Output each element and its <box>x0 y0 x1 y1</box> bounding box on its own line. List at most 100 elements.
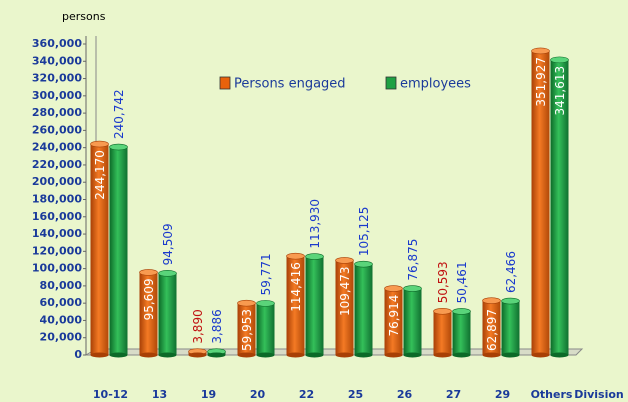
y-tick-label: 240,000 <box>32 141 82 154</box>
y-tick-label: 280,000 <box>32 106 82 119</box>
bar-base <box>433 352 452 358</box>
bar-top <box>452 308 471 315</box>
bar-base <box>207 352 226 358</box>
value-label: 76,914 <box>387 295 401 337</box>
bar-base <box>501 352 520 358</box>
bar-base <box>256 352 275 358</box>
bar-top <box>354 260 373 268</box>
bar-base <box>482 352 501 358</box>
y-axis-label: persons <box>62 10 106 23</box>
bar-top <box>384 285 403 292</box>
x-tick-label: 26 <box>397 388 413 401</box>
bar <box>237 303 256 355</box>
bar-top <box>109 143 128 151</box>
bar <box>384 288 403 355</box>
value-label: 95,609 <box>142 278 156 320</box>
bar-top <box>501 297 520 305</box>
y-tick-label: 120,000 <box>32 244 82 257</box>
bar-top <box>237 299 256 307</box>
x-tick-label: 10-12 <box>93 388 128 401</box>
value-label: 50,461 <box>455 261 469 303</box>
y-tick-label: 320,000 <box>32 72 82 85</box>
x-tick-label: 19 <box>201 388 216 401</box>
value-label: 109,473 <box>338 266 352 316</box>
y-tick-label: 360,000 <box>32 37 82 50</box>
value-label: 341,613 <box>553 66 567 116</box>
bar-top <box>482 297 501 304</box>
y-tick-label: 260,000 <box>32 123 82 136</box>
bar <box>354 264 373 355</box>
value-label: 244,170 <box>93 150 107 200</box>
x-tick-label: 22 <box>299 388 314 401</box>
bar <box>550 59 569 355</box>
bar <box>531 50 550 355</box>
bar-top <box>286 252 305 260</box>
y-tick-label: 300,000 <box>32 89 82 102</box>
bar-base <box>237 352 256 358</box>
y-tick-label: 340,000 <box>32 54 82 67</box>
value-label: 59,771 <box>259 253 273 295</box>
x-tick-label: 25 <box>348 388 363 401</box>
value-label: 62,897 <box>485 309 499 351</box>
bar <box>403 288 422 355</box>
bar-base <box>403 352 422 358</box>
y-tick-label: 160,000 <box>32 210 82 223</box>
bar-top <box>403 285 422 292</box>
legend-label: Persons engaged <box>234 77 346 92</box>
value-label: 59,953 <box>240 309 254 351</box>
bar-base <box>384 352 403 358</box>
bar <box>482 300 501 355</box>
value-label: 105,125 <box>357 207 371 257</box>
bar <box>109 147 128 355</box>
bar-top <box>335 257 354 264</box>
x-tick-label: 29 <box>495 388 510 401</box>
bar <box>139 272 158 355</box>
value-label: 113,930 <box>308 199 322 249</box>
value-label: 50,593 <box>436 261 450 303</box>
bar <box>286 256 305 355</box>
value-label: 94,509 <box>161 223 175 265</box>
bar <box>335 260 354 355</box>
y-tick-label: 220,000 <box>32 158 82 171</box>
bar <box>90 144 109 355</box>
legend-swatch <box>385 76 397 90</box>
bar-base <box>305 352 324 358</box>
bar-base <box>286 352 305 358</box>
bar-base <box>452 352 471 358</box>
y-tick-label: 100,000 <box>32 262 82 275</box>
bar-base <box>90 352 109 358</box>
bar-top <box>158 270 177 277</box>
y-tick-label: 80,000 <box>40 279 83 292</box>
value-label: 76,875 <box>406 239 420 281</box>
x-axis-label: Division <box>574 388 624 401</box>
bar-base <box>550 352 569 358</box>
bar-base <box>139 352 158 358</box>
x-tick-label: 27 <box>446 388 461 401</box>
bar-top <box>550 56 569 64</box>
legend-label: employees <box>400 77 471 92</box>
bar-top <box>433 307 452 315</box>
bar-base <box>531 352 550 358</box>
legend-swatch <box>219 76 231 90</box>
y-tick-label: 200,000 <box>32 175 82 188</box>
y-tick-label: 0 <box>74 348 82 361</box>
y-tick-label: 60,000 <box>40 296 83 309</box>
bar <box>158 273 177 355</box>
value-label: 3,886 <box>210 309 224 343</box>
y-tick-label: 140,000 <box>32 227 82 240</box>
bar-base <box>354 352 373 358</box>
bar <box>433 311 452 355</box>
value-label: 351,927 <box>534 57 548 107</box>
bar-top <box>256 300 275 307</box>
y-tick-label: 40,000 <box>40 313 83 326</box>
bar-top <box>305 253 324 260</box>
value-label: 62,466 <box>504 251 518 293</box>
bar-top <box>139 269 158 276</box>
bar-base <box>109 352 128 358</box>
bar-base <box>188 352 207 358</box>
y-tick-label: 20,000 <box>40 331 83 344</box>
value-label: 114,416 <box>289 262 303 312</box>
bar-base <box>158 352 177 358</box>
x-tick-label: Others <box>531 388 573 401</box>
